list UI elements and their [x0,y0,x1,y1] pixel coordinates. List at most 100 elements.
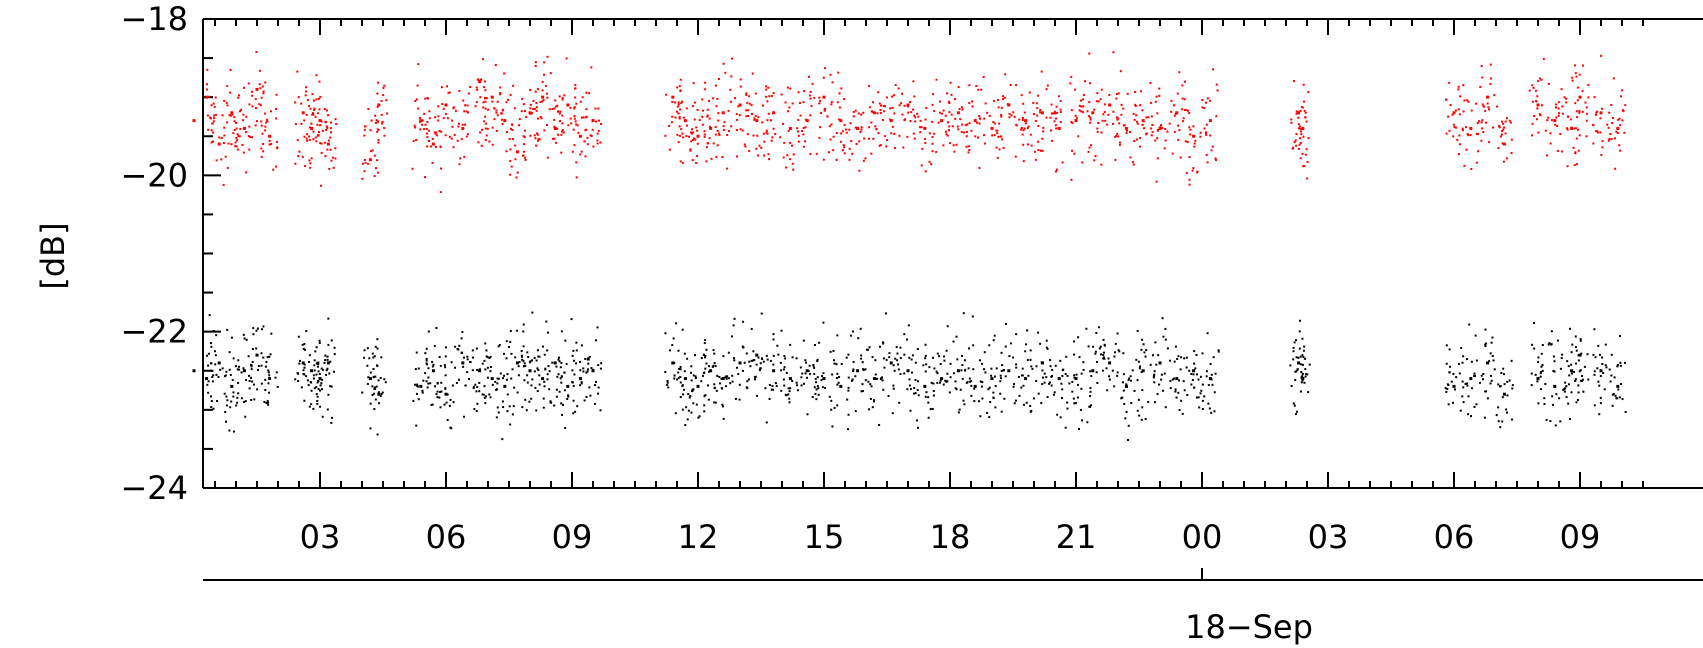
series-1-point [327,343,330,346]
series-0-point [707,142,710,145]
series-1-point [725,376,728,379]
series-0-point [782,156,785,159]
series-1-point [983,368,986,371]
series-0-point [234,141,237,144]
series-0-point [696,129,699,132]
series-0-point [952,144,955,147]
series-0-point [875,127,878,130]
series-0-point [1575,163,1578,166]
series-0-point [960,106,963,109]
series-1-point [983,351,986,354]
series-1-point [240,397,243,400]
series-1-point [1208,377,1212,381]
series-1-point [1007,369,1011,373]
series-1-point [999,392,1002,395]
series-1-point [1469,377,1473,381]
series-1-point [1451,401,1454,404]
series-1-point [887,395,890,398]
series-1-point [225,370,228,373]
series-0-point [226,121,229,124]
series-0-point [475,101,478,104]
series-0-point [906,103,910,107]
series-1-point [738,398,741,401]
series-1-point [922,364,925,367]
series-0-point [535,101,538,104]
series-0-point [247,135,250,138]
series-0-point [541,95,545,99]
series-1-point [1299,363,1302,366]
series-1-point [954,380,957,383]
series-1-point [881,376,884,379]
series-0-point [1117,135,1120,138]
series-0-point [482,101,485,104]
series-0-point [1119,70,1122,73]
series-1-point [958,408,961,411]
series-0-point [261,85,264,88]
series-1-point [813,344,816,347]
series-0-point [465,110,468,113]
series-0-point [924,170,927,173]
series-0-point [569,117,572,120]
series-1-point [1195,396,1198,399]
series-1-point [738,383,741,386]
series-1-point [1583,365,1586,368]
series-0-point [1459,95,1462,98]
series-0-point [950,93,953,96]
series-1-point [1102,357,1105,360]
series-0-point [1292,80,1295,83]
series-1-point [1154,341,1157,344]
series-1-point [472,385,475,388]
series-1-point [1307,391,1310,394]
series-0-point [1087,150,1090,153]
series-1-point [1071,380,1074,383]
series-0-point [1183,80,1186,83]
series-0-point [1497,147,1500,150]
series-1-point [1066,401,1069,404]
series-1-point [486,376,489,379]
series-1-point [1479,381,1482,384]
series-0-point [767,86,770,89]
series-0-point [677,103,680,106]
series-0-point [454,109,457,112]
series-0-point [206,68,209,71]
series-1-point [1297,356,1300,359]
series-0-point [722,62,725,65]
series-1-point [1073,402,1076,405]
series-0-point [464,104,467,107]
series-0-point [1480,139,1483,142]
series-0-point [822,158,825,161]
series-0-point [374,121,377,124]
series-1-point [376,365,379,368]
series-0-point [268,134,272,138]
series-1-point [533,370,536,373]
series-1-point [445,401,448,404]
series-1-point [496,377,499,380]
series-1-point [1102,354,1105,357]
series-1-point [1541,369,1544,372]
series-1-point [1127,439,1130,442]
series-0-point [1018,118,1021,121]
series-0-point [251,94,254,97]
series-0-point [466,133,469,136]
series-1-point [312,407,315,410]
series-1-point [1616,384,1620,388]
series-1-point [501,438,504,441]
series-0-point [1475,132,1478,135]
series-1-point [537,355,540,358]
series-0-point [469,86,472,89]
series-1-point [538,355,541,358]
series-1-point [1302,349,1305,352]
series-1-point [440,390,443,393]
series-1-point [565,363,568,366]
series-0-point [296,139,299,142]
series-0-point [1086,110,1089,113]
series-0-point [1118,122,1121,125]
series-0-point [893,112,896,115]
series-0-point [1599,131,1602,134]
series-0-point [1205,154,1208,157]
series-1-point [1030,409,1033,412]
series-1-point [368,377,372,381]
series-1-point [560,361,563,364]
series-1-point [1192,369,1196,373]
series-0-point [1610,103,1613,106]
